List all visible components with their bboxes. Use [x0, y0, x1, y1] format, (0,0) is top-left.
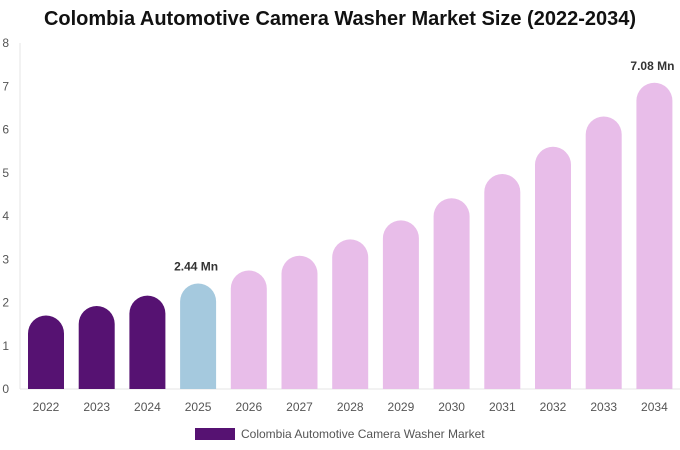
x-tick-label: 2030 [438, 400, 465, 414]
legend-swatch [195, 428, 235, 440]
x-tick-label: 2022 [33, 400, 60, 414]
legend[interactable]: Colombia Automotive Camera Washer Market [195, 426, 485, 442]
x-tick-label: 2026 [235, 400, 262, 414]
bar-2023[interactable] [78, 305, 115, 389]
x-tick-label: 2029 [388, 400, 415, 414]
y-tick-label: 2 [2, 296, 9, 310]
bar-2028[interactable] [332, 239, 369, 389]
bar-2034[interactable] [636, 82, 673, 389]
data-label: 2.44 Mn [174, 259, 218, 273]
x-tick-label: 2027 [286, 400, 313, 414]
x-tick-label: 2028 [337, 400, 364, 414]
bar-2025[interactable] [180, 283, 217, 389]
y-tick-label: 4 [2, 209, 9, 223]
x-tick-label: 2033 [590, 400, 617, 414]
y-tick-label: 1 [2, 339, 9, 353]
y-tick-label: 3 [2, 252, 9, 266]
bar-2024[interactable] [129, 295, 166, 389]
data-label: 7.08 Mn [630, 59, 674, 73]
bar-2027[interactable] [281, 255, 318, 389]
bar-2030[interactable] [433, 198, 470, 389]
bar-2033[interactable] [585, 116, 622, 389]
x-tick-label: 2024 [134, 400, 161, 414]
x-tick-label: 2034 [641, 400, 668, 414]
y-tick-label: 6 [2, 123, 9, 137]
bar-2029[interactable] [382, 220, 419, 389]
y-tick-label: 8 [2, 36, 9, 50]
x-tick-label: 2031 [489, 400, 516, 414]
chart-title: Colombia Automotive Camera Washer Market… [43, 8, 637, 30]
bar-2032[interactable] [535, 146, 571, 389]
y-tick-label: 5 [2, 166, 9, 180]
y-tick-label: 7 [2, 79, 9, 93]
bar-2026[interactable] [230, 270, 267, 389]
x-tick-label: 2023 [83, 400, 110, 414]
x-tick-label: 2025 [185, 400, 212, 414]
bar-2031[interactable] [484, 174, 521, 389]
legend-label: Colombia Automotive Camera Washer Market [241, 427, 485, 441]
bar-2022[interactable] [28, 315, 64, 389]
x-tick-label: 2032 [540, 400, 567, 414]
y-tick-label: 0 [2, 382, 9, 396]
